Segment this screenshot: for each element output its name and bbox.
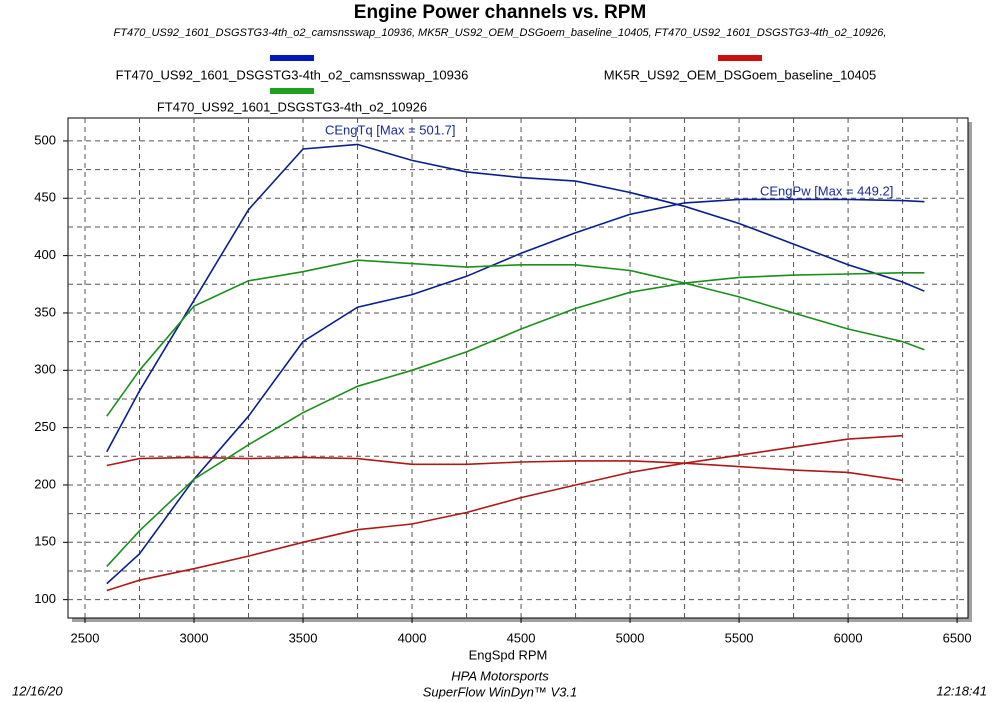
legend-swatch [270, 55, 314, 61]
time: 12:18:41 [936, 683, 987, 698]
annotation: CEngPw [Max = 449.2] [760, 183, 893, 198]
line-power [106, 198, 925, 585]
line-power [106, 272, 925, 567]
chart-title: Engine Power channels vs. RPM [354, 2, 646, 23]
x-tick-label: 3500 [289, 630, 318, 645]
line-torque [106, 259, 925, 417]
y-tick-label: 500 [34, 132, 56, 147]
x-tick-label: 5500 [725, 630, 754, 645]
x-tick-label: 5000 [616, 630, 645, 645]
x-axis-label: EngSpd RPM [469, 647, 548, 662]
x-tick-label: 3000 [180, 630, 209, 645]
legend-label: FT470_US92_1601_DSGSTG3-4th_o2_camsnsswa… [116, 67, 469, 82]
annotation: CEngTq [Max = 501.7] [325, 122, 455, 137]
y-tick-label: 350 [34, 304, 56, 319]
legend-swatch [270, 88, 314, 94]
footer: HPA Motorsports [451, 668, 549, 683]
y-tick-label: 250 [34, 419, 56, 434]
line-torque [106, 456, 903, 482]
plot-area [67, 117, 969, 619]
x-tick-label: 4000 [398, 630, 427, 645]
x-tick-label: 4500 [507, 630, 536, 645]
legend-label: FT470_US92_1601_DSGSTG3-4th_o2_10926 [157, 99, 427, 114]
x-tick-label: 2500 [71, 630, 100, 645]
footer: SuperFlow WinDyn™ V3.1 [423, 684, 578, 699]
y-tick-label: 150 [34, 534, 56, 549]
y-tick-label: 400 [34, 247, 56, 262]
y-tick-label: 450 [34, 190, 56, 205]
x-tick-label: 6500 [943, 630, 972, 645]
y-tick-label: 200 [34, 476, 56, 491]
legend-swatch [718, 55, 762, 61]
legend-label: MK5R_US92_OEM_DSGoem_baseline_10405 [604, 67, 876, 82]
line-power [106, 434, 903, 592]
x-tick-label: 6000 [834, 630, 863, 645]
line-torque [106, 143, 925, 453]
date: 12/16/20 [12, 683, 63, 698]
chart-subtitle: FT470_US92_1601_DSGSTG3-4th_o2_camsnsswa… [114, 27, 887, 39]
y-tick-label: 300 [34, 362, 56, 377]
y-tick-label: 100 [34, 591, 56, 606]
